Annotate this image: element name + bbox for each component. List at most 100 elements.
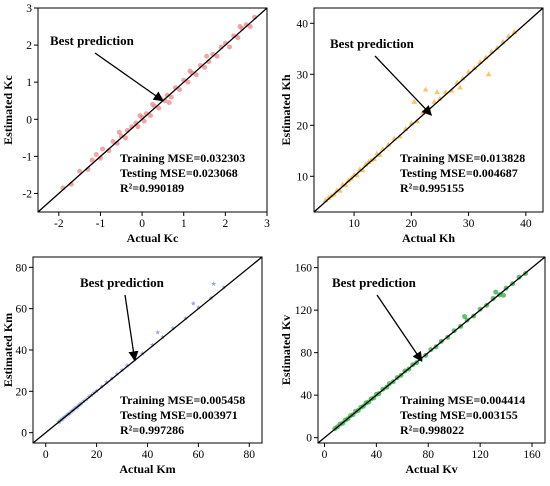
y-tick-label: -2 (22, 188, 32, 200)
y-tick-label: 0 (21, 428, 27, 440)
best-prediction-annotation: Best prediction (50, 33, 135, 48)
x-tick-label: 40 (520, 218, 532, 230)
chart-panel-4: 0 40 80 120 160 0 40 80 120 160 Actual Kv Estimated… (279, 256, 546, 476)
data-point (462, 314, 468, 320)
x-tick-label: 3 (264, 218, 270, 230)
metric-text: Training MSE=0.005458 (120, 393, 245, 407)
data-point (336, 187, 343, 193)
data-point (150, 342, 156, 347)
best-prediction-annotation: Best prediction (332, 275, 417, 290)
data-point (235, 35, 241, 41)
y-axis-label: Estimated Kh (279, 74, 293, 145)
metric-text: Testing MSE=0.004687 (400, 166, 518, 180)
x-tick-label: 0 (322, 449, 328, 461)
metric-text: Training MSE=0.013828 (400, 151, 525, 165)
x-tick-label: 80 (423, 449, 435, 461)
data-point (141, 118, 147, 124)
data-point (137, 113, 143, 119)
data-point (354, 172, 360, 178)
y-tick-label: 40 (16, 345, 28, 357)
x-tick-label: 30 (463, 218, 475, 230)
data-point (494, 44, 500, 50)
y-axis-label: Estimated Km (1, 313, 15, 387)
x-tick-label: 80 (244, 449, 256, 461)
data-point (411, 98, 417, 104)
metric-text: R²=0.995155 (400, 181, 464, 195)
data-point (190, 300, 196, 306)
data-point (193, 72, 199, 78)
data-point (93, 152, 99, 158)
data-point (124, 362, 130, 368)
chart-panel-1: -2 -1 0 1 2 3 -2 -1 0 1 2 3 Actual Kc Estimated Kc Bes… (1, 3, 270, 245)
y-tick-label: 0 (306, 433, 312, 445)
data-point (214, 53, 220, 59)
data-point (493, 289, 499, 295)
data-point (166, 100, 172, 106)
metric-text: Testing MSE=0.023068 (120, 166, 238, 180)
x-tick-label: 160 (523, 449, 541, 461)
data-point (187, 68, 193, 74)
x-tick-label: 2 (222, 218, 228, 230)
metric-text: Training MSE=0.032303 (120, 151, 245, 165)
data-point (122, 135, 128, 141)
y-tick-label: -1 (22, 151, 32, 163)
data-point (359, 167, 366, 173)
data-point (77, 168, 83, 174)
best-prediction-line (37, 7, 268, 213)
annotation-arrow (374, 55, 433, 116)
data-point (500, 292, 506, 298)
data-point (247, 24, 253, 30)
y-tick-label: 20 (16, 386, 28, 398)
data-point (135, 124, 141, 130)
data-point (177, 87, 183, 93)
x-tick-label: 20 (406, 218, 418, 230)
x-axis-label: Actual Kc (127, 231, 179, 245)
data-point (211, 281, 217, 286)
data-point (155, 329, 161, 335)
x-tick-label: 10 (348, 218, 360, 230)
data-point (204, 53, 210, 59)
annotation-arrow (94, 52, 164, 102)
y-tick-label: 40 (301, 390, 313, 402)
y-tick-label: 80 (301, 348, 313, 360)
y-tick-label: 2 (26, 40, 32, 52)
data-point (457, 84, 463, 90)
data-point (147, 113, 153, 119)
data-point (89, 157, 95, 163)
data-point (110, 139, 116, 145)
data-point (104, 379, 110, 385)
data-point (437, 95, 443, 101)
x-axis-label: Actual Kv (405, 462, 457, 476)
x-tick-label: 40 (371, 449, 383, 461)
annotation-arrow (376, 294, 423, 362)
data-point (202, 64, 208, 70)
data-point (471, 65, 478, 71)
x-tick-label: 40 (142, 449, 154, 461)
data-point (485, 71, 492, 77)
best-prediction-annotation: Best prediction (80, 275, 165, 290)
x-tick-label: -1 (96, 218, 106, 230)
y-tick-label: 80 (16, 262, 28, 274)
data-point (100, 146, 106, 152)
y-tick-label: 3 (26, 3, 32, 15)
chart-panel-2: 10 20 30 40 10 20 30 40 Actual Kh Estimated Kh Bes… (279, 7, 544, 245)
plot-frame (37, 7, 268, 213)
y-tick-label: 160 (295, 263, 313, 275)
chart-panel-3: 0 20 40 60 80 0 20 40 60 80 Actual Km Estimated Km B… (1, 256, 263, 476)
annotation-arrow (124, 294, 139, 362)
plot-frame (313, 7, 544, 213)
metric-text: R²=0.990189 (120, 181, 184, 195)
y-tick-label: 40 (297, 18, 309, 30)
y-tick-label: 20 (297, 120, 309, 132)
data-point (168, 94, 174, 100)
data-point (237, 24, 243, 30)
data-point (385, 141, 392, 147)
data-point (86, 394, 92, 399)
data-point (150, 101, 155, 107)
data-point (422, 86, 429, 92)
y-tick-label: 60 (16, 304, 28, 316)
x-tick-label: 1 (181, 218, 187, 230)
data-point (431, 98, 438, 104)
x-tick-label: 0 (43, 449, 49, 461)
